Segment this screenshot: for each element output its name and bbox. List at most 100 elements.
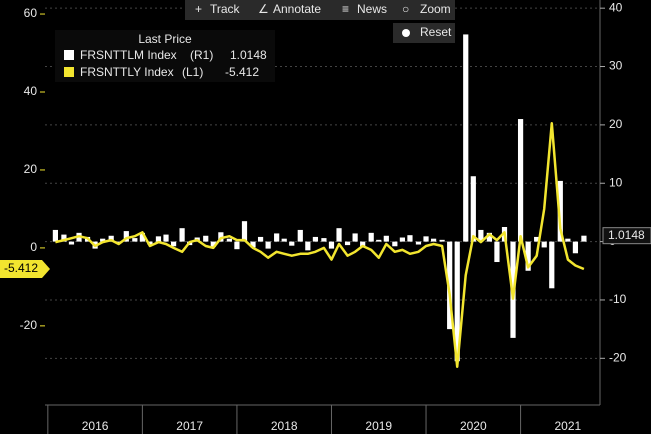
legend-axis-tag: (R1) xyxy=(190,48,213,62)
toolbar: Track Annotate News Zoom + ∠ ≡ ○ Reset xyxy=(185,0,455,43)
bar xyxy=(312,236,319,242)
bar xyxy=(399,237,405,242)
x-tick-label: 2017 xyxy=(176,419,203,433)
bar xyxy=(541,241,547,248)
toolbar-button[interactable]: Track xyxy=(210,2,241,16)
bar xyxy=(100,238,106,242)
bar xyxy=(265,241,271,249)
bar xyxy=(478,229,484,242)
reset-label[interactable]: Reset xyxy=(420,25,452,39)
bar xyxy=(454,241,460,362)
bar xyxy=(297,229,303,242)
legend-entry: FRSNTTLM Index xyxy=(80,48,177,62)
bar xyxy=(525,241,531,271)
bar xyxy=(565,238,571,242)
bar xyxy=(155,236,162,242)
icon: ∠ xyxy=(258,2,269,16)
bar xyxy=(376,239,382,242)
x-tick-label: 2016 xyxy=(82,419,109,433)
y2-tick-label: 10 xyxy=(609,175,623,189)
bar xyxy=(203,235,209,242)
y-tick-label: 0 xyxy=(30,240,37,254)
legend-swatch xyxy=(64,67,74,77)
icon: + xyxy=(195,2,202,16)
y-tick-label: -20 xyxy=(20,318,38,332)
bar xyxy=(557,180,563,242)
bar xyxy=(321,238,327,242)
reset-button[interactable] xyxy=(393,23,455,43)
y-tick-label: 60 xyxy=(24,6,38,20)
legend-last: 1.0148 xyxy=(230,48,267,62)
bar xyxy=(147,241,153,245)
bar xyxy=(179,228,185,242)
bar xyxy=(447,241,453,330)
legend-title: Last Price xyxy=(138,32,192,46)
bar xyxy=(368,232,374,242)
x-tick-label: 2018 xyxy=(271,419,298,433)
last-tag-box xyxy=(0,260,50,279)
bar xyxy=(439,239,445,242)
toolbar-bg xyxy=(185,0,455,20)
bar xyxy=(415,241,422,245)
bar xyxy=(274,233,280,242)
y-tick-label: 20 xyxy=(24,162,38,176)
icon xyxy=(402,29,410,37)
x-tick-label: 2021 xyxy=(555,419,582,433)
bar xyxy=(328,241,335,249)
bar xyxy=(517,119,524,242)
toolbar-button[interactable]: News xyxy=(357,2,387,16)
legend-box xyxy=(55,30,275,82)
bar xyxy=(132,238,138,242)
icon: ○ xyxy=(402,2,409,16)
legend-axis-tag: (L1) xyxy=(182,65,203,79)
bar xyxy=(226,238,232,242)
bar xyxy=(250,241,256,248)
bar xyxy=(305,241,311,251)
bar xyxy=(68,241,75,245)
bar xyxy=(494,241,500,263)
y2-tick-label: -20 xyxy=(609,350,627,364)
bar xyxy=(336,228,342,242)
bar xyxy=(463,34,469,242)
legend-entry: FRSNTTLY Index xyxy=(80,65,174,79)
x-tick-label: 2019 xyxy=(365,419,392,433)
last-tag-box xyxy=(602,227,651,245)
bar xyxy=(210,241,216,247)
bar xyxy=(534,236,540,242)
last-tags: 1.0148 -5.412 xyxy=(0,227,651,279)
bar xyxy=(52,229,59,242)
bar xyxy=(572,241,579,254)
plot: -200204060-20-10010203040201620172018201… xyxy=(20,0,627,434)
bar xyxy=(470,176,476,242)
bar xyxy=(234,241,240,250)
bar xyxy=(108,235,114,242)
y2-tick-label: 20 xyxy=(609,117,623,131)
toolbar-button[interactable]: Annotate xyxy=(273,2,321,16)
bar xyxy=(352,233,358,242)
bar xyxy=(170,241,177,247)
last-tag: 1.0148 xyxy=(608,228,645,242)
y2-tick-label: 30 xyxy=(609,59,623,73)
toolbar-button[interactable]: Zoom xyxy=(420,2,451,16)
bar xyxy=(241,221,248,242)
bar xyxy=(344,241,351,246)
bar xyxy=(581,235,587,242)
bar xyxy=(407,235,413,242)
y2-tick-label: -10 xyxy=(609,292,627,306)
y-tick-label: 40 xyxy=(24,84,38,98)
y2-tick-label: 40 xyxy=(609,0,623,14)
legend: Last Price FRSNTTLM Index (R1) 1.0148 FR… xyxy=(55,30,275,82)
legend-last: -5.412 xyxy=(225,65,259,79)
last-tag: -5.412 xyxy=(4,261,38,275)
bar xyxy=(139,232,145,242)
bar xyxy=(423,236,429,242)
bar xyxy=(430,238,437,242)
bar xyxy=(163,234,169,242)
bar xyxy=(257,236,264,242)
bar xyxy=(123,231,129,242)
x-tick-label: 2020 xyxy=(460,419,487,433)
bar xyxy=(61,234,67,242)
bar xyxy=(486,232,492,242)
bar xyxy=(549,241,555,289)
